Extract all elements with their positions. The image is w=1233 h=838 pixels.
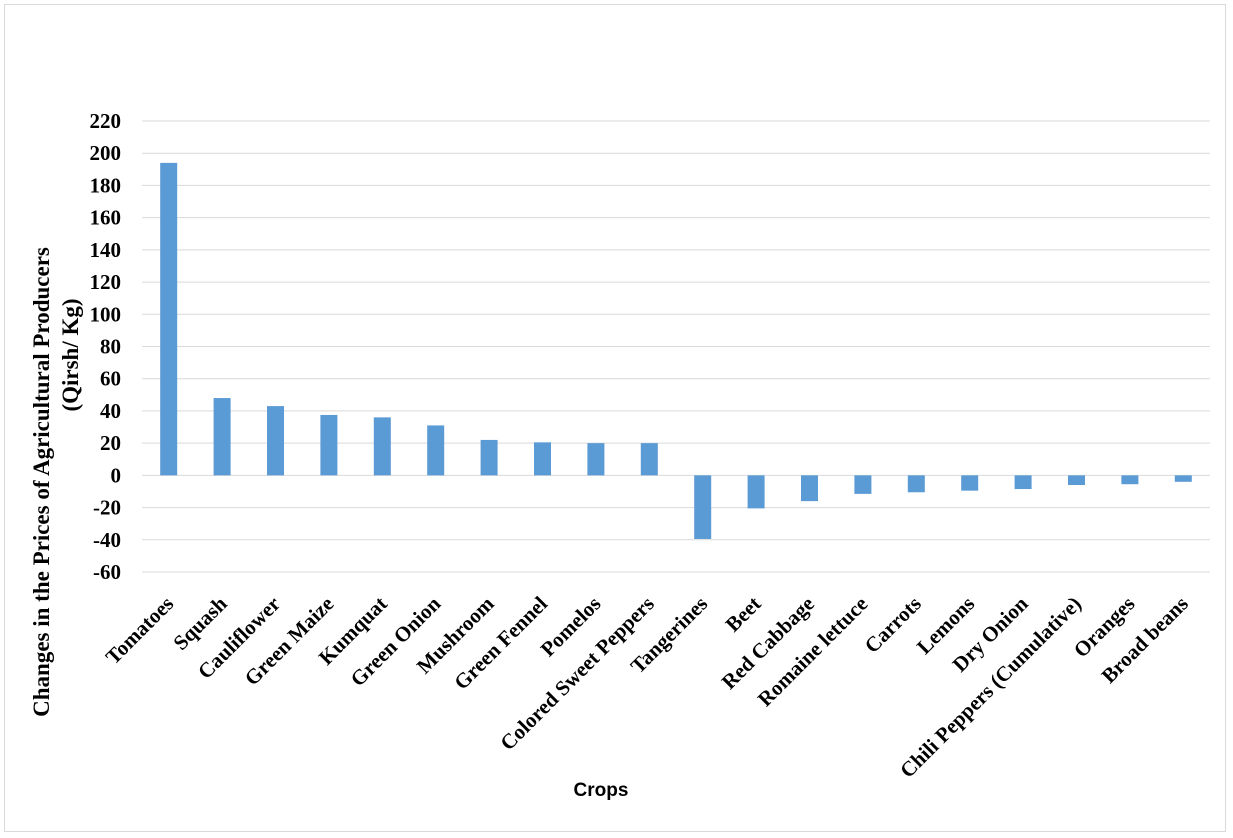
bar: [801, 475, 818, 502]
y-tick-label: -20: [93, 496, 121, 520]
y-axis-title-line-2: (Qirsh/ Kg): [58, 298, 83, 411]
y-tick-label: 80: [100, 335, 121, 359]
bar: [907, 475, 925, 493]
y-tick-label: 40: [100, 399, 121, 423]
bar: [694, 475, 712, 539]
bar: [320, 414, 338, 476]
x-axis-title: Crops: [574, 780, 629, 801]
x-category-label: Carrots: [860, 592, 926, 658]
y-tick-label: 200: [90, 141, 122, 165]
y-tick-label: 140: [90, 238, 122, 262]
chart-frame: [4, 4, 1226, 832]
bar: [1068, 475, 1085, 486]
bar: [213, 398, 231, 476]
bar: [747, 475, 765, 509]
y-tick-label: 60: [100, 367, 121, 391]
bar: [160, 162, 178, 476]
y-tick-label: 160: [90, 206, 122, 230]
y-tick-label: 0: [111, 463, 122, 487]
y-tick-label: 120: [90, 270, 122, 294]
y-tick-label: -60: [93, 560, 121, 584]
x-category-label: Tomatoes: [101, 592, 178, 669]
y-tick-label: 100: [90, 302, 122, 326]
bar: [1174, 475, 1192, 482]
bar: [267, 406, 284, 476]
y-axis-title-line-1: Changes in the Prices of Agricultural Pr…: [29, 247, 54, 717]
bars: [160, 162, 1192, 539]
y-tick-label: 20: [100, 431, 121, 455]
y-tick-label: 180: [90, 173, 122, 197]
bar: [1014, 475, 1032, 490]
bar: [854, 475, 872, 494]
x-category-label: Beet: [721, 592, 766, 637]
y-tick-label: -40: [93, 528, 121, 552]
bar: [427, 425, 445, 476]
bar: [534, 442, 551, 476]
bar: [640, 443, 658, 476]
gridlines: [142, 120, 1210, 573]
y-tick-label: 220: [90, 109, 122, 133]
bar: [373, 417, 391, 476]
bar: [961, 475, 979, 491]
bar: [480, 439, 498, 476]
bar: [1121, 475, 1139, 485]
bar: [587, 443, 605, 476]
